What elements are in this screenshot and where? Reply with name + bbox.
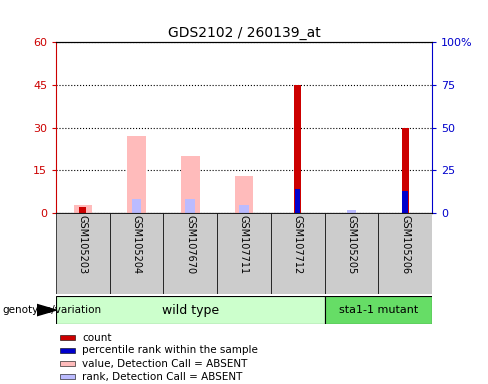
Text: GSM105204: GSM105204	[132, 215, 142, 274]
Text: GSM107711: GSM107711	[239, 215, 249, 274]
Bar	[74, 205, 92, 213]
Text: genotype/variation: genotype/variation	[2, 305, 102, 315]
Bar	[132, 199, 142, 213]
Text: value, Detection Call = ABSENT: value, Detection Call = ABSENT	[82, 359, 248, 369]
Bar	[60, 361, 75, 366]
Text: rank, Detection Call = ABSENT: rank, Detection Call = ABSENT	[82, 371, 243, 382]
Bar	[56, 296, 325, 324]
Text: GSM105203: GSM105203	[78, 215, 88, 274]
Title: GDS2102 / 260139_at: GDS2102 / 260139_at	[167, 26, 321, 40]
Text: GSM105206: GSM105206	[400, 215, 410, 274]
Bar	[127, 136, 146, 213]
Bar	[235, 176, 253, 213]
Bar	[60, 348, 75, 353]
Bar	[60, 374, 75, 379]
Text: GSM107712: GSM107712	[293, 215, 303, 274]
Bar	[217, 213, 271, 294]
Text: GSM105205: GSM105205	[346, 215, 356, 274]
Bar	[80, 207, 86, 213]
Polygon shape	[37, 304, 56, 316]
Bar	[295, 189, 300, 213]
Text: GSM107670: GSM107670	[185, 215, 195, 274]
Bar	[110, 213, 163, 294]
Bar	[181, 156, 200, 213]
Bar	[60, 335, 75, 340]
Bar	[402, 191, 408, 213]
Text: wild type: wild type	[162, 304, 219, 316]
Bar	[56, 213, 110, 294]
Bar	[271, 213, 325, 294]
Bar	[402, 127, 408, 213]
Text: sta1-1 mutant: sta1-1 mutant	[339, 305, 418, 315]
Bar	[239, 205, 249, 213]
Bar	[294, 85, 301, 213]
Text: count: count	[82, 333, 112, 343]
Bar	[185, 199, 195, 213]
Bar	[325, 213, 378, 294]
Text: percentile rank within the sample: percentile rank within the sample	[82, 345, 258, 355]
Bar	[346, 210, 356, 213]
Bar	[325, 296, 432, 324]
Bar	[163, 213, 217, 294]
Bar	[378, 213, 432, 294]
